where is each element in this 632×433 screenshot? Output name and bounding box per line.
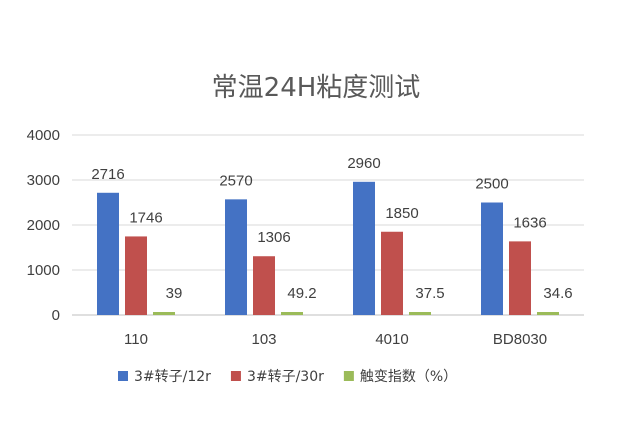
bar-110-series-1 — [97, 192, 119, 315]
bar-4010-series-1 — [353, 181, 375, 315]
data-label: 2960 — [347, 155, 380, 172]
bar-110-series-2 — [125, 236, 147, 315]
x-category-label: 110 — [124, 331, 148, 348]
bar-103-series-3 — [281, 312, 303, 315]
bar-103-series-1 — [225, 199, 247, 315]
data-labels: 2716 1746 39 2570 1306 49.2 2960 1850 37.5 2500 16… — [91, 155, 572, 302]
data-label: 2500 — [475, 176, 508, 193]
data-label: 1850 — [385, 205, 418, 222]
y-tick-label: 1000 — [27, 262, 60, 279]
x-category-label: 103 — [251, 331, 276, 348]
x-category-label: BD8030 — [493, 331, 547, 348]
legend-swatch — [343, 371, 354, 381]
legend-label: 3#转子/12r — [134, 369, 211, 385]
bar-103-series-2 — [253, 256, 275, 315]
y-tick-label: 4000 — [27, 127, 60, 144]
legend-swatch — [118, 371, 128, 381]
data-label: 2716 — [91, 166, 124, 183]
chart-title: 常温24H粘度测试 — [212, 73, 421, 103]
y-axis-ticks: 0 1000 2000 3000 4000 — [27, 127, 60, 324]
data-label: 1306 — [257, 229, 290, 246]
data-label: 1746 — [129, 209, 162, 226]
legend: 3#转子/12r 3#转子/30r 触变指数（%） — [118, 369, 457, 385]
legend-swatch — [230, 371, 241, 381]
bar-BD8030-series-2 — [509, 241, 531, 315]
data-label: 34.6 — [543, 285, 572, 302]
data-label: 49.2 — [287, 285, 316, 302]
bar-110-series-3 — [153, 312, 175, 315]
y-tick-label: 0 — [52, 307, 60, 324]
y-tick-label: 2000 — [27, 217, 60, 234]
y-tick-label: 3000 — [27, 172, 60, 189]
x-category-label: 4010 — [375, 331, 408, 348]
data-label: 39 — [166, 285, 183, 302]
data-label: 2570 — [219, 172, 252, 189]
legend-label: 3#转子/30r — [247, 369, 324, 385]
bars — [97, 181, 559, 315]
bar-4010-series-2 — [381, 231, 403, 315]
x-axis-categories: 110 103 4010 BD8030 — [124, 331, 547, 348]
legend-label: 触变指数（%） — [360, 369, 457, 385]
bar-4010-series-3 — [409, 312, 431, 315]
data-label: 37.5 — [415, 285, 444, 302]
data-label: 1636 — [513, 214, 546, 231]
bar-BD8030-series-1 — [481, 202, 503, 315]
bar-BD8030-series-3 — [537, 312, 559, 315]
